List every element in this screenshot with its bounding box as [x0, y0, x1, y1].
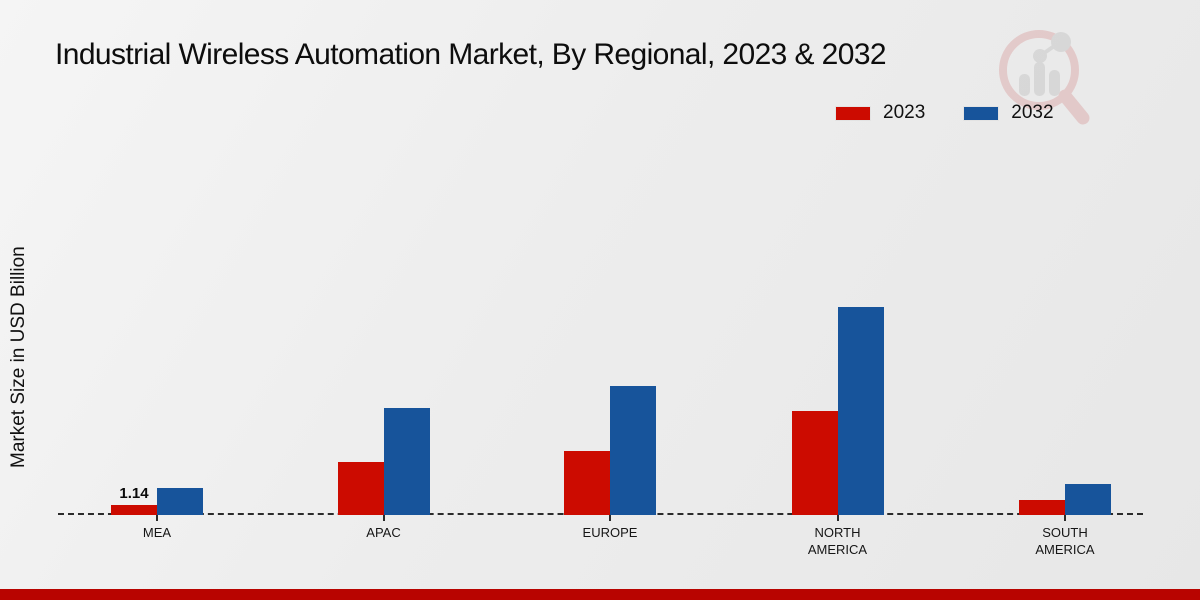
bar-2023-mea	[111, 505, 157, 515]
legend: 2023 2032	[835, 102, 1054, 124]
legend-item-2032: 2032	[963, 102, 1054, 124]
x-axis-tick	[1064, 515, 1066, 521]
bar-2032-south-america	[1065, 484, 1111, 515]
bar-2032-north-america	[837, 307, 884, 515]
y-axis-label: Market Size in USD Billion	[8, 246, 29, 468]
x-axis-tick	[382, 515, 385, 521]
x-axis-tick	[609, 515, 611, 521]
bar-2032-mea	[157, 487, 203, 515]
legend-label-2023: 2023	[883, 102, 926, 123]
x-axis-tick	[836, 515, 839, 521]
category-label: MEA	[142, 525, 172, 540]
x-axis-tick	[156, 515, 158, 521]
bar-2023-north-america	[791, 410, 838, 515]
legend-item-2023: 2023	[835, 102, 925, 124]
bar-2023-apac	[337, 462, 384, 515]
category-label: SOUTH AMERICA	[1035, 525, 1095, 557]
category-label: APAC	[366, 525, 401, 540]
legend-label-2032: 2032	[1011, 102, 1054, 123]
category-label: EUROPE	[582, 525, 638, 540]
legend-swatch-2023	[835, 105, 871, 121]
legend-swatch-2032	[963, 105, 1000, 121]
category-label: NORTH AMERICA	[807, 525, 868, 557]
bar-data-label: 1.14	[119, 485, 149, 503]
chart-title: Industrial Wireless Automation Market, B…	[55, 38, 887, 71]
footer-accent-bar	[0, 589, 1200, 600]
bar-2023-europe	[564, 451, 610, 515]
bar-2032-apac	[383, 408, 430, 515]
bar-2032-europe	[610, 386, 656, 515]
bar-2023-south-america	[1019, 500, 1065, 515]
magnifier-bar-chart-logo-icon	[995, 26, 1100, 141]
